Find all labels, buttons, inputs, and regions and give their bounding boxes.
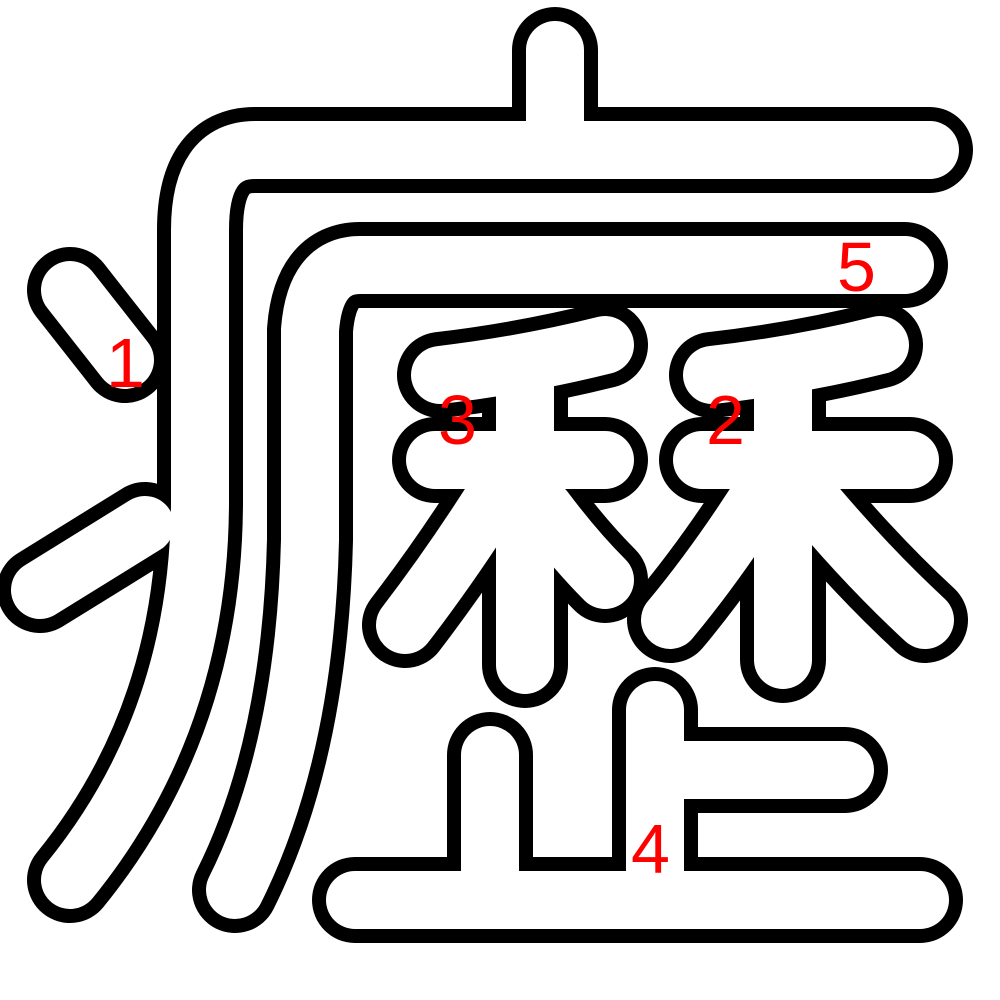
stroke-label-2: 2 [706,381,745,459]
stroke-label-3: 3 [438,381,477,459]
stroke-label-4: 4 [631,810,670,888]
stroke-label-1: 1 [106,324,145,402]
stroke-label-5: 5 [837,228,876,306]
